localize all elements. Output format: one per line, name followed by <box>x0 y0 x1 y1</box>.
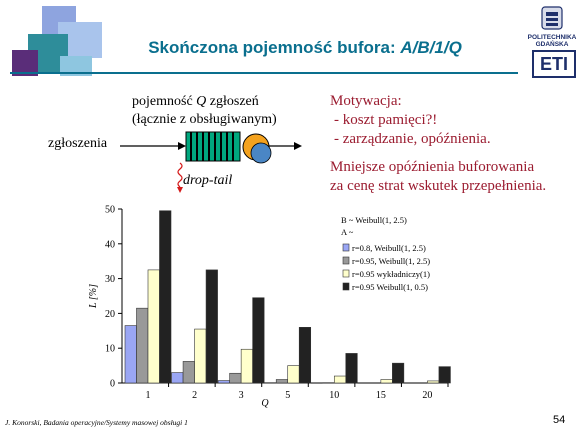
university-logo: POLITECHNIKA GDAŃSKA ETI <box>524 4 580 78</box>
bar <box>392 362 405 384</box>
conclusion-line: Mniejsze opóźnienia buforowania <box>330 159 535 175</box>
bar <box>333 375 347 384</box>
slide-title: Skończona pojemność bufora: A/B/1/Q <box>148 38 462 57</box>
legend-swatch <box>342 256 350 265</box>
legend-swatch <box>342 269 350 278</box>
legend-label: r=0.95, Weibull(1, 2.5) <box>352 256 430 266</box>
x-tick-label: 2 <box>192 390 197 401</box>
x-tick-label: 5 <box>285 390 290 401</box>
logo-mark: ETI <box>532 50 576 78</box>
capacity-label: pojemność Q zgłoszeń <box>132 94 259 109</box>
bar <box>182 361 195 384</box>
bar <box>229 372 242 384</box>
bar <box>298 327 312 384</box>
bar <box>380 379 393 384</box>
legend-swatch <box>342 282 350 291</box>
legend-label: r=0.95 Weibull(1, 0.5) <box>352 282 428 292</box>
motivation-item: - koszt pamięci?! <box>334 112 438 128</box>
motivation-heading: Motywacja: <box>330 93 402 109</box>
bar <box>217 380 230 384</box>
legend-header: B ~ Weibull(1, 2.5) <box>341 215 407 225</box>
arrivals-label: zgłoszenia <box>48 136 108 151</box>
bar <box>240 348 253 384</box>
bar <box>427 380 440 384</box>
motivation-item: - zarządzanie, opóźnienia. <box>334 131 491 147</box>
crest-icon <box>541 6 563 30</box>
x-tick-label: 15 <box>376 390 386 401</box>
drop-squiggle <box>177 162 183 188</box>
y-tick-label: 30 <box>105 274 115 285</box>
bar <box>205 269 218 384</box>
bar <box>124 325 137 384</box>
legend-swatch <box>342 243 350 252</box>
legend-label: r=0.8, Weibull(1, 2.5) <box>352 243 426 253</box>
bar <box>252 297 265 384</box>
y-tick-label: 20 <box>105 309 115 320</box>
x-tick-label: 10 <box>329 390 339 401</box>
y-tick-label: 10 <box>105 344 115 355</box>
bar <box>345 353 358 384</box>
bar <box>275 379 289 384</box>
logo-name: POLITECHNIKA GDAŃSKA <box>527 34 577 48</box>
decor-square-sky <box>60 56 92 76</box>
x-axis-label: Q <box>261 398 269 409</box>
x-tick-label: 1 <box>146 390 151 401</box>
bar <box>171 372 184 384</box>
arrival-arrowhead <box>178 142 186 150</box>
y-tick-label: 0 <box>110 379 115 390</box>
bar <box>136 307 149 384</box>
drop-tail-label: drop-tail <box>183 173 233 188</box>
departure-arrowhead <box>294 142 302 150</box>
y-tick-label: 50 <box>105 205 115 216</box>
bar <box>287 365 300 384</box>
buffer-queue <box>185 131 241 162</box>
y-tick-label: 40 <box>105 239 115 250</box>
decor-square-purple <box>12 50 38 76</box>
conclusion-line: za cenę strat wskutek przepełnienia. <box>330 178 547 194</box>
y-axis-label: L [%] <box>88 284 99 309</box>
bar <box>147 269 160 384</box>
legend-header: A ~ <box>341 227 354 237</box>
x-tick-label: 20 <box>422 390 432 401</box>
x-tick-label: 3 <box>239 390 244 401</box>
legend-label: r=0.95 wykładniczy(1) <box>352 269 430 279</box>
title-underline <box>10 72 518 74</box>
page-number: 54 <box>553 414 566 426</box>
capacity-sublabel: (łącznie z obsługiwanym) <box>132 112 277 127</box>
title-model: A/B/1/Q <box>400 38 462 57</box>
bar <box>194 328 207 384</box>
footer-citation: J. Konorski, Badania operacyjne/Systemy … <box>5 418 188 427</box>
bar <box>438 366 451 384</box>
served-customer <box>250 142 272 164</box>
bar <box>159 210 172 384</box>
drop-arrowhead <box>177 187 183 193</box>
